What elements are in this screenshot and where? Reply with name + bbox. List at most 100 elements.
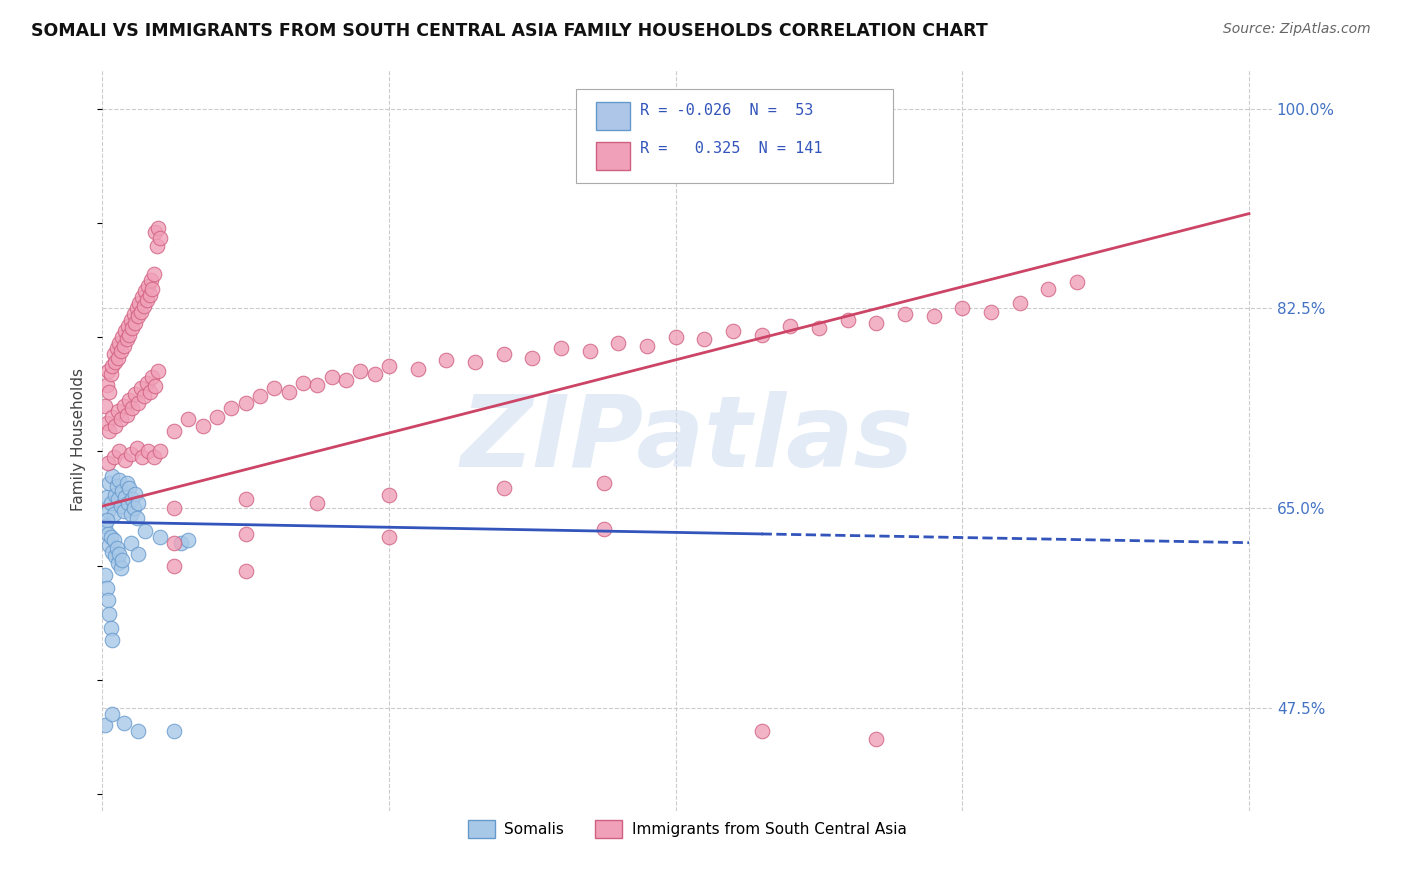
Point [101,707,124,722]
Point [125,510,148,524]
Point [143,225,166,239]
Point [122,307,145,321]
Point [136,278,159,293]
Point [108,444,131,458]
Point [134,524,156,539]
Point [114,490,136,504]
Point [103,450,125,464]
Point [96,490,118,504]
Point [146,221,169,235]
Point [132,299,155,313]
Point [104,549,127,564]
Text: R = -0.026  N =  53: R = -0.026 N = 53 [640,103,813,118]
Point [134,285,156,299]
Point [492,481,515,495]
Point [163,535,186,549]
Point [291,376,314,390]
Point [249,389,271,403]
Point [114,324,136,338]
Point [139,273,162,287]
Point [177,533,200,548]
Point [104,355,127,369]
Point [107,556,129,570]
Point [94,518,117,533]
Point [665,330,688,344]
Point [378,488,401,502]
Point [108,473,131,487]
Point [127,547,149,561]
Point [100,367,122,381]
Point [721,324,744,338]
Point [97,526,120,541]
Point [163,558,186,573]
Point [578,343,600,358]
Point [127,310,149,324]
Point [1066,275,1088,289]
Point [108,547,131,561]
Point [205,409,228,424]
Point [807,321,830,335]
Point [98,538,121,552]
Point [125,441,148,455]
Point [235,526,257,541]
Point [98,476,121,491]
Point [97,592,120,607]
Point [378,359,401,373]
Point [111,330,134,344]
Point [607,335,630,350]
Point [94,718,117,732]
Point [434,352,457,367]
Point [100,621,122,635]
Point [837,313,859,327]
Point [163,424,186,438]
Point [96,513,118,527]
Point [121,492,143,507]
Point [1038,282,1060,296]
Text: SOMALI VS IMMIGRANTS FROM SOUTH CENTRAL ASIA FAMILY HOUSEHOLDS CORRELATION CHART: SOMALI VS IMMIGRANTS FROM SOUTH CENTRAL … [31,22,987,40]
Point [117,496,139,510]
Point [117,318,139,333]
Point [163,501,186,516]
Point [492,347,515,361]
Y-axis label: Family Households: Family Households [72,368,86,511]
Point [110,561,132,575]
Point [120,507,142,521]
Point [135,376,157,390]
Point [148,444,170,458]
Point [138,384,160,399]
Point [593,476,616,491]
Point [235,396,257,410]
Point [125,301,148,316]
Point [122,501,145,516]
Point [96,416,118,430]
Point [127,496,149,510]
Point [129,381,152,395]
Point [170,535,193,549]
Point [101,359,124,373]
Point [98,424,121,438]
Point [693,332,716,346]
Point [98,607,121,621]
Point [219,401,242,415]
Point [132,389,155,403]
Point [363,367,385,381]
Point [101,632,124,647]
Point [922,310,945,324]
Point [550,342,572,356]
Point [950,301,973,316]
Point [120,535,142,549]
Point [101,545,124,559]
Point [97,364,120,378]
Point [349,364,371,378]
Point [321,370,343,384]
Point [131,290,153,304]
Point [177,412,200,426]
Point [114,453,136,467]
Point [96,582,118,596]
Point [307,378,329,392]
Legend: Somalis, Immigrants from South Central Asia: Somalis, Immigrants from South Central A… [461,814,912,845]
Point [593,522,616,536]
Point [96,378,118,392]
Point [100,496,122,510]
Point [108,335,131,350]
